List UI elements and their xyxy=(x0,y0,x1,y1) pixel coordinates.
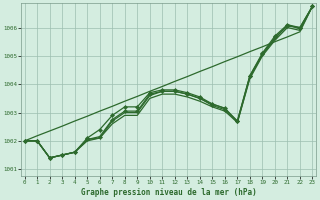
X-axis label: Graphe pression niveau de la mer (hPa): Graphe pression niveau de la mer (hPa) xyxy=(81,188,256,197)
